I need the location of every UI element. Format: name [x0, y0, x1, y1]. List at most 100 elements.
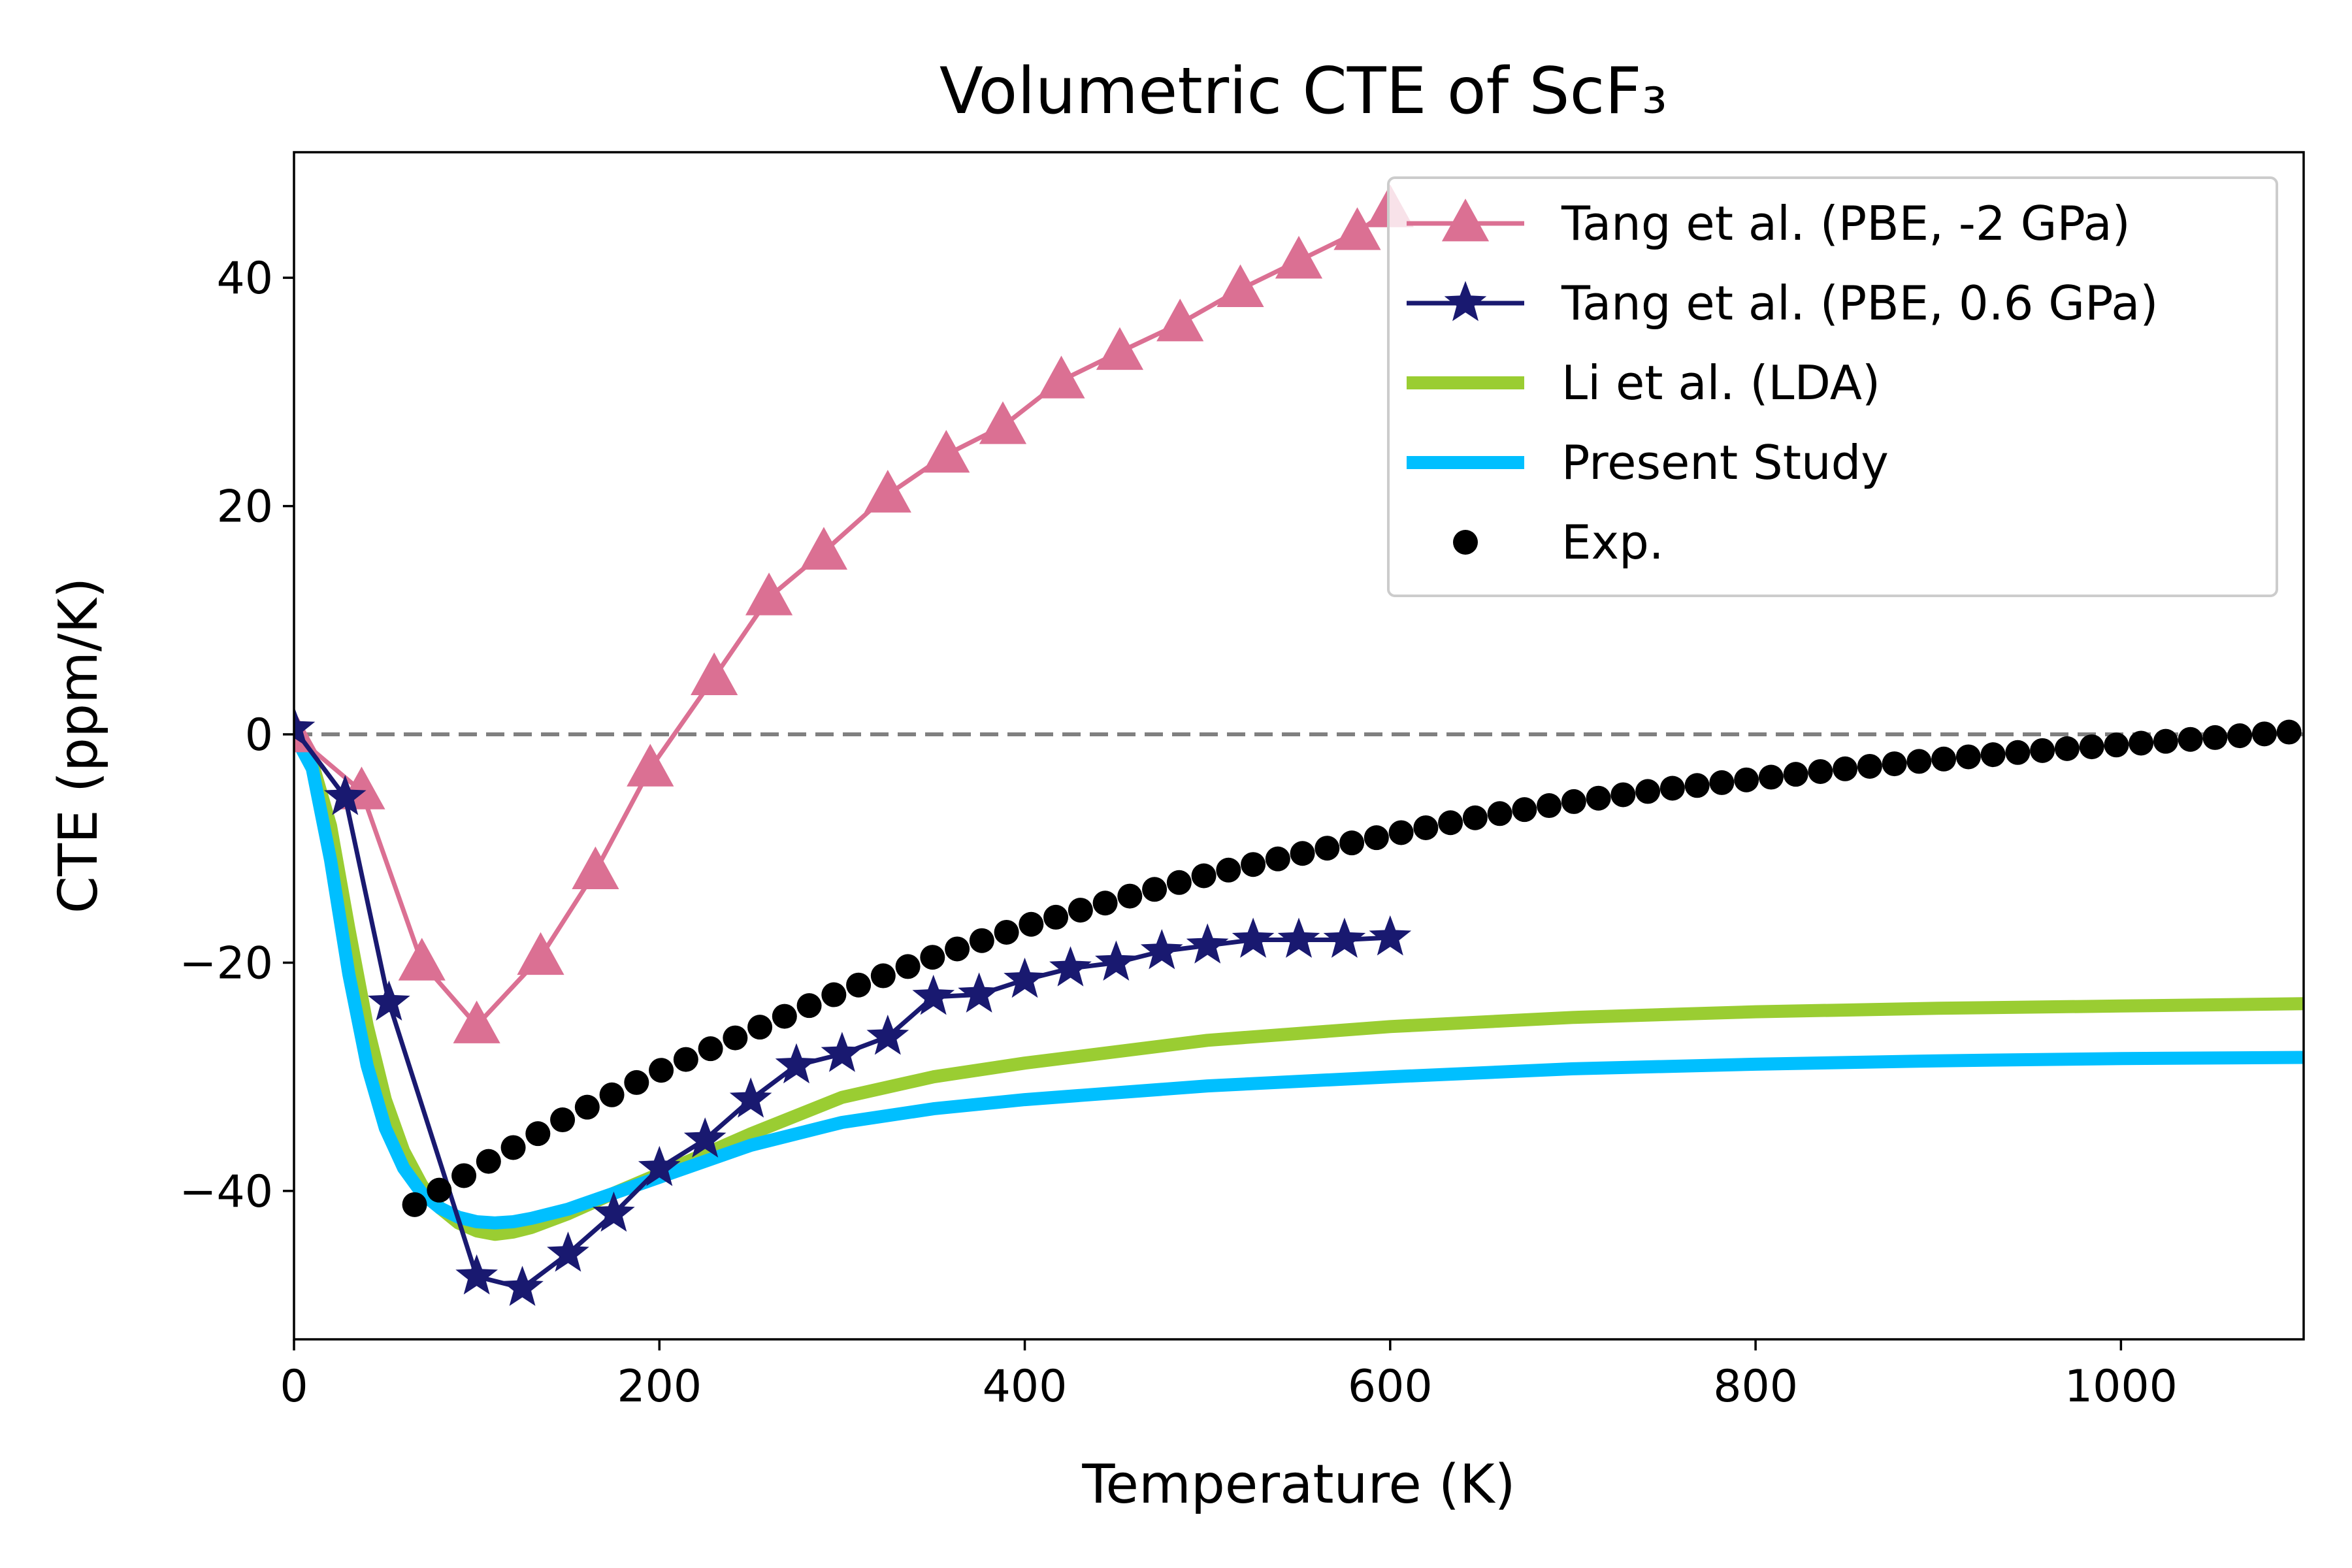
y-tick-label: −40	[179, 1166, 273, 1218]
exp-point	[1931, 746, 1957, 772]
exp-point	[747, 1015, 773, 1040]
exp-point	[1610, 782, 1636, 808]
chart-title: Volumetric CTE of ScF₃	[939, 54, 1667, 129]
triangle-marker	[1333, 207, 1381, 250]
star-marker	[775, 1043, 818, 1084]
triangle-marker	[572, 846, 619, 890]
legend-item: Tang et al. (PBE, -2 GPa)	[1407, 196, 2131, 251]
exp-point	[945, 936, 970, 962]
exp-point	[525, 1121, 551, 1147]
star-marker	[683, 1117, 727, 1158]
legend-dot-icon	[1453, 530, 1478, 555]
exp-point	[1734, 767, 1759, 792]
exp-point	[1388, 820, 1414, 845]
exp-point	[1166, 870, 1192, 895]
star-marker	[638, 1145, 681, 1186]
exp-point	[2079, 734, 2104, 760]
exp-point	[1216, 857, 1241, 883]
x-tick-label: 600	[1348, 1361, 1433, 1413]
legend-label: Tang et al. (PBE, 0.6 GPa)	[1561, 276, 2158, 331]
exp-point	[1265, 846, 1290, 872]
y-axis: −40 −20 0 20 40	[179, 253, 294, 1218]
exp-point	[1438, 810, 1463, 836]
exp-point	[870, 963, 896, 988]
exp-point	[1364, 825, 1389, 851]
exp-point	[1709, 770, 1735, 795]
exp-point	[1659, 776, 1685, 801]
y-axis-label: CTE (ppm/K)	[48, 578, 110, 914]
exp-point	[821, 982, 847, 1007]
x-tick-label: 0	[280, 1361, 308, 1413]
exp-point	[649, 1058, 674, 1083]
triangle-marker	[1275, 235, 1323, 279]
exp-point	[1906, 749, 1932, 774]
x-axis: 0 200 400 600 800 1000	[280, 1339, 2178, 1413]
star-marker	[1277, 917, 1320, 958]
star-marker	[1323, 917, 1366, 958]
exp-point	[1092, 890, 1118, 916]
exp-point	[1512, 797, 1537, 823]
exp-point	[723, 1025, 748, 1051]
exp-point	[2202, 725, 2228, 750]
exp-point	[599, 1082, 625, 1107]
triangle-marker	[979, 401, 1027, 444]
exp-point	[1019, 911, 1044, 937]
star-marker	[1095, 940, 1137, 981]
exp-point	[1290, 841, 1315, 866]
exp-point	[2153, 728, 2178, 754]
exp-point	[2054, 736, 2080, 761]
y-tick-label: 20	[216, 482, 273, 533]
legend-label: Li et al. (LDA)	[1561, 355, 1880, 410]
y-tick-label: 40	[216, 253, 273, 304]
exp-point	[846, 972, 872, 998]
star-marker	[958, 972, 1000, 1013]
exp-point	[796, 993, 822, 1019]
exp-point	[2030, 738, 2055, 763]
star-marker	[1049, 946, 1092, 987]
legend-item: Tang et al. (PBE, 0.6 GPa)	[1407, 276, 2158, 331]
exp-point	[624, 1070, 649, 1095]
exp-point	[772, 1004, 797, 1029]
star-marker	[547, 1232, 589, 1272]
triangle-marker	[453, 1000, 500, 1043]
exp-point	[402, 1192, 427, 1217]
star-marker	[1186, 923, 1229, 964]
plot-frame	[293, 151, 2305, 1341]
exp-point	[698, 1036, 723, 1062]
star-marker	[912, 974, 955, 1015]
exp-point	[2227, 723, 2253, 749]
star-marker	[729, 1077, 772, 1118]
exp-point	[994, 919, 1019, 945]
legend-label: Tang et al. (PBE, -2 GPa)	[1561, 196, 2131, 251]
legend-box	[1387, 176, 2278, 597]
exp-point	[1241, 852, 1266, 877]
x-tick-label: 1000	[2065, 1361, 2178, 1413]
exp-point	[1043, 904, 1069, 930]
exp-point	[1315, 836, 1340, 861]
star-marker	[866, 1015, 909, 1055]
series-0	[294, 184, 1414, 1043]
triangle-marker	[517, 932, 564, 975]
star-marker	[821, 1032, 864, 1072]
triangle-marker	[691, 652, 738, 696]
triangle-marker	[1217, 264, 1264, 308]
star-marker	[324, 775, 367, 815]
exp-point	[1758, 764, 1784, 790]
legend-label: Present Study	[1561, 435, 1889, 490]
exp-point	[1068, 898, 1093, 923]
exp-point	[574, 1094, 600, 1120]
star-marker	[501, 1266, 544, 1306]
exp-point	[1857, 753, 1882, 779]
x-axis-label: Temperature (K)	[1081, 1454, 1515, 1516]
exp-point	[2104, 732, 2129, 758]
x-tick-label: 200	[617, 1361, 702, 1413]
exp-point	[1955, 744, 1981, 770]
star-marker	[455, 1254, 498, 1295]
triangle-marker	[745, 572, 793, 615]
triangle-marker	[1037, 355, 1085, 399]
x-tick-label: 800	[1713, 1361, 1798, 1413]
x-tick-label: 400	[983, 1361, 1068, 1413]
exp-point	[1684, 773, 1710, 798]
exp-point	[1339, 830, 1365, 856]
